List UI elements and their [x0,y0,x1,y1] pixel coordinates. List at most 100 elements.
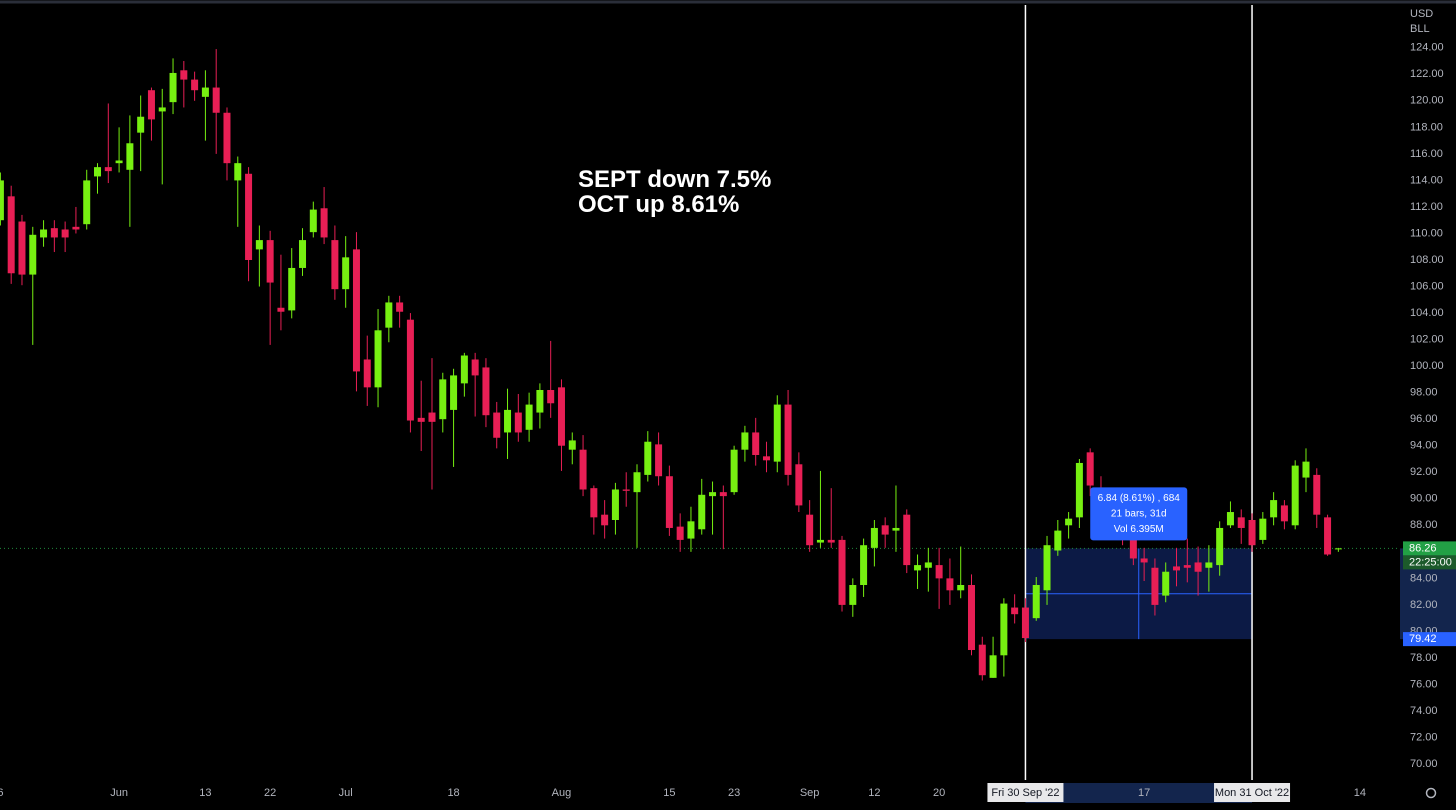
countdown-label: 22:25:00 [1409,556,1452,568]
candle-body [514,412,522,433]
candle-body [568,440,576,450]
x-tick-label: Sep [800,787,820,799]
candle-body [633,472,641,493]
candle-body [417,417,425,422]
candle-body [1259,518,1267,540]
candle-body [1043,545,1051,591]
y-tick-label: 94.00 [1410,440,1438,452]
candle-body [104,167,112,172]
candle-body [374,330,382,388]
axis-highlight [1025,783,1253,803]
candle-body [482,367,490,416]
candle-body [1248,520,1256,546]
candle-body [266,240,274,283]
x-tick-label: 12 [868,787,880,799]
measure-low-label: 79.42 [1409,633,1437,645]
candle-body [309,209,317,233]
x-tick-label: 13 [199,787,211,799]
y-tick-label: 72.00 [1410,731,1438,743]
x-tick-label: 22 [264,787,276,799]
annotation: SEPT down 7.5% [578,166,771,193]
candle-body [72,226,80,230]
x-tick-label: 18 [447,787,459,799]
crosshair-label: Mon 31 Oct '22 [1215,787,1289,799]
candle-body [50,228,58,238]
y-tick-label: 70.00 [1410,758,1438,770]
candle-body [892,527,900,531]
candle-body [191,79,199,91]
candle-body [967,585,975,650]
candle-body [989,655,997,678]
candle-body [849,585,857,605]
candle-body [590,488,598,518]
candle-body [363,359,371,388]
candle-body [18,221,26,275]
countdown-box [1403,555,1456,570]
x-tick-label: Aug [552,787,572,799]
measure-tooltip-text: 6.84 (8.61%) , 684 [1098,493,1181,504]
candle-body [1313,474,1321,515]
candle-body [730,449,738,493]
candle-body [428,412,436,422]
candle-body [784,404,792,475]
candle-body [288,267,296,311]
candle-body [320,208,328,238]
candle-body [450,375,458,410]
candle-body [29,234,37,275]
last-price-box [1403,541,1456,556]
candle-body [1183,565,1191,568]
candle-body [1324,517,1332,555]
y-tick-label: 122.00 [1410,68,1444,80]
candle-body [1021,607,1029,639]
candle-body [471,359,479,376]
candle-body [1291,465,1299,526]
candle-body [709,492,717,497]
symbol-label[interactable]: BLL [1410,23,1430,35]
crosshair-label-box [1214,783,1291,802]
candle-body [201,87,209,97]
y-tick-label: 120.00 [1410,95,1444,107]
y-tick-label: 92.00 [1410,466,1438,478]
candle-body [0,180,4,221]
candle-body [1194,562,1202,572]
candle-body [655,444,663,477]
candle-body [579,449,587,490]
measure-tooltip-text: Vol 6.395M [1114,524,1164,535]
candle-body [1226,512,1234,526]
candle-body [1237,517,1245,528]
y-tick-label: 108.00 [1410,254,1444,266]
candle-body [406,319,414,421]
y-tick-label: 74.00 [1410,705,1438,717]
candle-body [352,249,360,372]
candle-body [957,585,965,591]
candle-body [806,514,814,546]
candle-body [601,514,609,526]
candle-body [1075,462,1083,518]
candle-body [234,163,242,181]
candle-body [978,644,986,676]
x-tick-label: 20 [933,787,945,799]
y-tick-label: 82.00 [1410,599,1438,611]
y-tick-label: 98.00 [1410,387,1438,399]
currency-label[interactable]: USD [1410,8,1433,20]
candle-body [1334,548,1342,550]
candle-body [1129,534,1137,559]
candle-body [137,116,145,133]
y-tick-label: 84.00 [1410,572,1438,584]
candle-body [255,240,263,250]
candle-body [385,302,393,328]
candle-body [1151,567,1159,605]
candle-body [277,307,285,312]
settings-icon[interactable] [1425,787,1437,799]
candle-body [83,180,91,225]
candle-body [762,456,770,461]
candle-body [1216,527,1224,566]
candle-body [914,565,922,571]
candle-body [1270,500,1278,518]
y-tick-label: 76.00 [1410,678,1438,690]
candle-body [61,229,69,238]
candle-body [795,464,803,506]
y-tick-label: 100.00 [1410,360,1444,372]
y-tick-label: 110.00 [1410,227,1443,239]
x-tick-label: 15 [663,787,675,799]
